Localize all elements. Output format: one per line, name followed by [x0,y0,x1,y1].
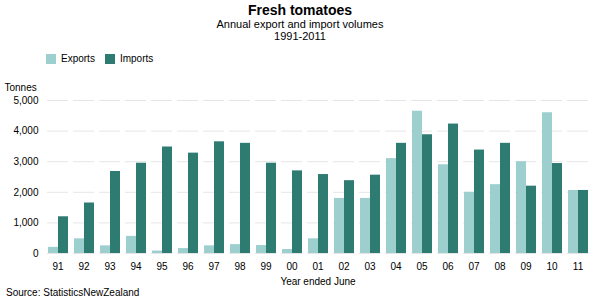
svg-text:2,000: 2,000 [13,187,38,198]
svg-text:91: 91 [52,261,64,272]
svg-text:98: 98 [234,261,246,272]
svg-text:1,000: 1,000 [13,217,38,228]
svg-text:04: 04 [390,261,402,272]
svg-text:5,000: 5,000 [13,95,38,106]
html-text:Exports: Exports [61,53,95,64]
html-text:Fresh tomatoes: Fresh tomatoes [247,2,353,18]
svg-text:01: 01 [312,261,324,272]
svg-text:02: 02 [338,261,350,272]
svg-text:03: 03 [364,261,376,272]
svg-text:10: 10 [546,261,558,272]
svg-text:94: 94 [130,261,142,272]
svg-text:97: 97 [208,261,220,272]
svg-text:00: 00 [286,261,298,272]
svg-text:08: 08 [494,261,506,272]
svg-text:05: 05 [416,261,428,272]
svg-text:4,000: 4,000 [13,125,38,136]
svg-text:0: 0 [33,248,39,259]
html-text:Source: StatisticsNewZealand: Source: StatisticsNewZealand [6,287,140,297]
svg-text:11: 11 [573,261,584,272]
svg-text:Tonnes: Tonnes [5,82,37,93]
html-text:Annual export and import volum: Annual export and import volumes [216,18,384,30]
svg-text:93: 93 [104,261,116,272]
svg-text:99: 99 [260,261,272,272]
svg-text:06: 06 [442,261,454,272]
html-text:Imports: Imports [119,53,154,64]
svg-text:Year ended June: Year ended June [280,276,356,287]
svg-text:92: 92 [78,261,90,272]
html-text:1991-2011: 1991-2011 [274,30,326,42]
svg-text:95: 95 [156,261,168,272]
svg-text:96: 96 [182,261,194,272]
svg-text:09: 09 [520,261,532,272]
svg-text:3,000: 3,000 [13,156,38,167]
svg-text:07: 07 [468,261,480,272]
